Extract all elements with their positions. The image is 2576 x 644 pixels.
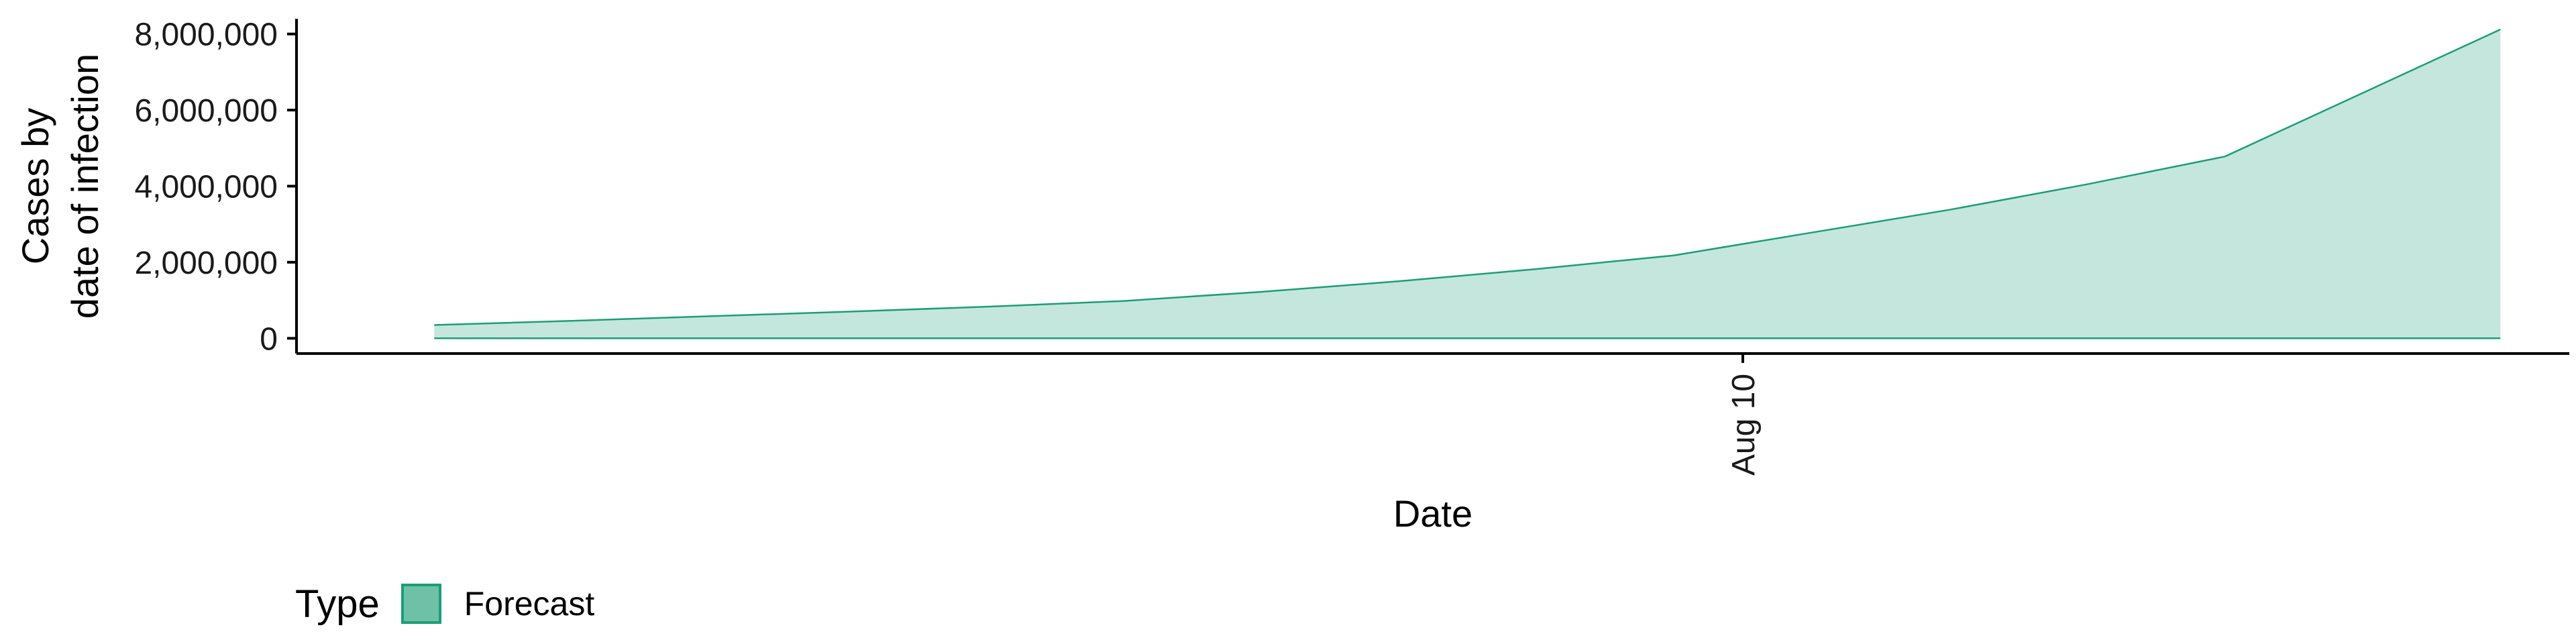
- area-forecast: [434, 29, 2501, 339]
- y-tick-label-1: 2,000,000: [134, 246, 278, 281]
- y-axis-title: Cases by date of infection: [14, 54, 106, 319]
- y-axis-title-line-0: Cases by: [14, 108, 56, 264]
- y-tick-label-2: 4,000,000: [134, 170, 278, 205]
- upper-line-forecast: [434, 28, 2501, 326]
- legend-label-forecast: Forecast: [464, 585, 595, 623]
- legend: Type Forecast: [295, 574, 594, 634]
- legend-title: Type: [295, 582, 380, 626]
- x-axis-title: Date: [1393, 492, 1472, 535]
- plot-area: [434, 28, 2501, 339]
- y-axis-title-line-1: date of infection: [64, 54, 106, 319]
- y-tick-label-0: 0: [260, 321, 278, 357]
- y-tick-label-3: 6,000,000: [134, 93, 278, 129]
- x-tick-label-0: Aug 10: [1726, 374, 1762, 476]
- x-axis: Aug 10: [1726, 354, 1762, 476]
- y-axis: 0 2,000,000 4,000,000 6,000,000 8,000,000: [134, 17, 297, 357]
- legend-key-forecast: [400, 584, 441, 624]
- y-tick-label-4: 8,000,000: [134, 17, 278, 53]
